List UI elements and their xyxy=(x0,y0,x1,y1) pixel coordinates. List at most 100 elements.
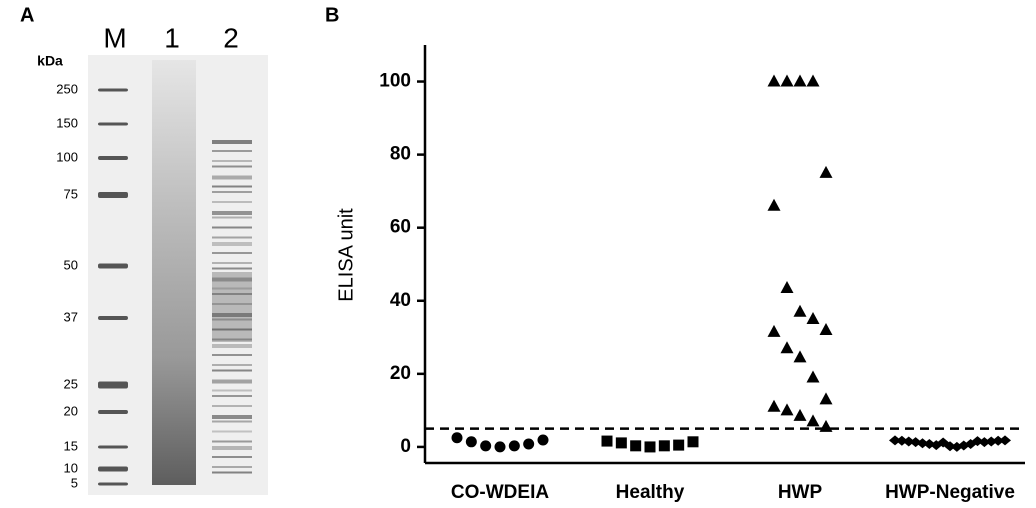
marker-band xyxy=(98,446,128,449)
marker-band xyxy=(98,410,128,414)
point xyxy=(509,440,520,451)
point xyxy=(820,323,833,335)
sample-band xyxy=(212,431,252,433)
sample-band xyxy=(212,415,252,419)
sample-band xyxy=(212,166,252,168)
point xyxy=(768,75,781,87)
point xyxy=(645,441,656,452)
point xyxy=(807,75,820,87)
sample-band xyxy=(212,364,252,366)
point xyxy=(495,441,506,452)
point xyxy=(820,392,833,404)
y-tick-label: 100 xyxy=(379,71,411,92)
y-tick-label: 60 xyxy=(390,217,411,238)
y-axis-label: ELISA unit xyxy=(335,208,357,302)
lane-1-smear xyxy=(152,60,196,485)
y-tick-label: 80 xyxy=(390,144,411,165)
sample-band xyxy=(212,466,252,468)
y-tick-label: 20 xyxy=(390,363,411,384)
sample-band xyxy=(212,272,252,342)
point xyxy=(768,400,781,412)
marker-band xyxy=(98,123,128,126)
sample-band xyxy=(212,456,252,458)
sample-band xyxy=(212,211,252,215)
point xyxy=(781,281,794,293)
sample-band xyxy=(212,140,252,144)
sample-band xyxy=(212,227,252,229)
point xyxy=(480,440,491,451)
marker-band xyxy=(98,316,128,320)
sample-band xyxy=(212,344,252,348)
marker-band xyxy=(98,264,128,269)
point xyxy=(466,436,477,447)
sample-band xyxy=(212,201,252,203)
point xyxy=(538,434,549,445)
point xyxy=(781,75,794,87)
sample-band xyxy=(212,390,252,392)
sample-band xyxy=(212,421,252,423)
x-tick-label: HWP-Negative xyxy=(885,482,1015,503)
marker-size-label: 10 xyxy=(64,460,78,475)
marker-size-label: 37 xyxy=(64,309,78,324)
point xyxy=(794,350,807,362)
x-tick-label: CO-WDEIA xyxy=(451,482,549,503)
sample-band xyxy=(212,150,252,152)
point xyxy=(630,440,641,451)
sample-band xyxy=(212,191,252,193)
lane-label: M xyxy=(103,22,126,53)
y-tick-label: 40 xyxy=(390,290,411,311)
sample-band xyxy=(212,446,252,450)
point xyxy=(820,166,833,178)
point xyxy=(807,371,820,383)
sample-band xyxy=(212,186,252,188)
sample-band xyxy=(212,262,252,264)
sample-band xyxy=(212,237,252,239)
point xyxy=(602,436,613,447)
point xyxy=(807,414,820,426)
sample-band xyxy=(212,160,252,162)
point xyxy=(794,409,807,421)
marker-size-label: 15 xyxy=(64,438,78,453)
marker-band xyxy=(98,192,128,198)
sample-band xyxy=(212,242,252,246)
sample-band xyxy=(212,268,252,270)
marker-size-label: 20 xyxy=(64,403,78,418)
sample-band xyxy=(212,405,252,407)
x-tick-label: HWP xyxy=(778,482,823,503)
point xyxy=(781,403,794,415)
sample-band xyxy=(212,354,252,356)
sample-band xyxy=(212,395,252,397)
point xyxy=(452,432,463,443)
x-tick-label: Healthy xyxy=(616,482,685,503)
unit-label: kDa xyxy=(37,53,63,69)
sample-band xyxy=(212,217,252,219)
sample-band xyxy=(212,441,252,443)
point xyxy=(659,440,670,451)
point xyxy=(673,440,684,451)
y-tick-label: 0 xyxy=(400,436,411,457)
marker-size-label: 50 xyxy=(64,257,78,272)
marker-size-label: 150 xyxy=(56,115,78,130)
marker-band xyxy=(98,156,128,160)
point xyxy=(523,439,534,450)
panel-label: B xyxy=(325,4,339,26)
sample-band xyxy=(212,252,252,254)
sample-band xyxy=(212,176,252,180)
marker-size-label: 25 xyxy=(64,376,78,391)
point xyxy=(820,420,833,432)
lane-label: 1 xyxy=(164,22,180,53)
marker-size-label: 5 xyxy=(71,475,78,490)
point xyxy=(768,325,781,337)
lane-label: 2 xyxy=(223,22,239,53)
point xyxy=(794,305,807,317)
marker-band xyxy=(98,89,128,92)
point xyxy=(807,312,820,324)
marker-size-label: 100 xyxy=(56,149,78,164)
sample-band xyxy=(212,370,252,372)
sample-band xyxy=(212,472,252,474)
point xyxy=(768,199,781,211)
point xyxy=(794,75,807,87)
marker-band xyxy=(98,467,128,472)
figure: A kDa B ELISA unit M12250150100755037252… xyxy=(0,0,1036,508)
marker-band xyxy=(98,483,128,486)
